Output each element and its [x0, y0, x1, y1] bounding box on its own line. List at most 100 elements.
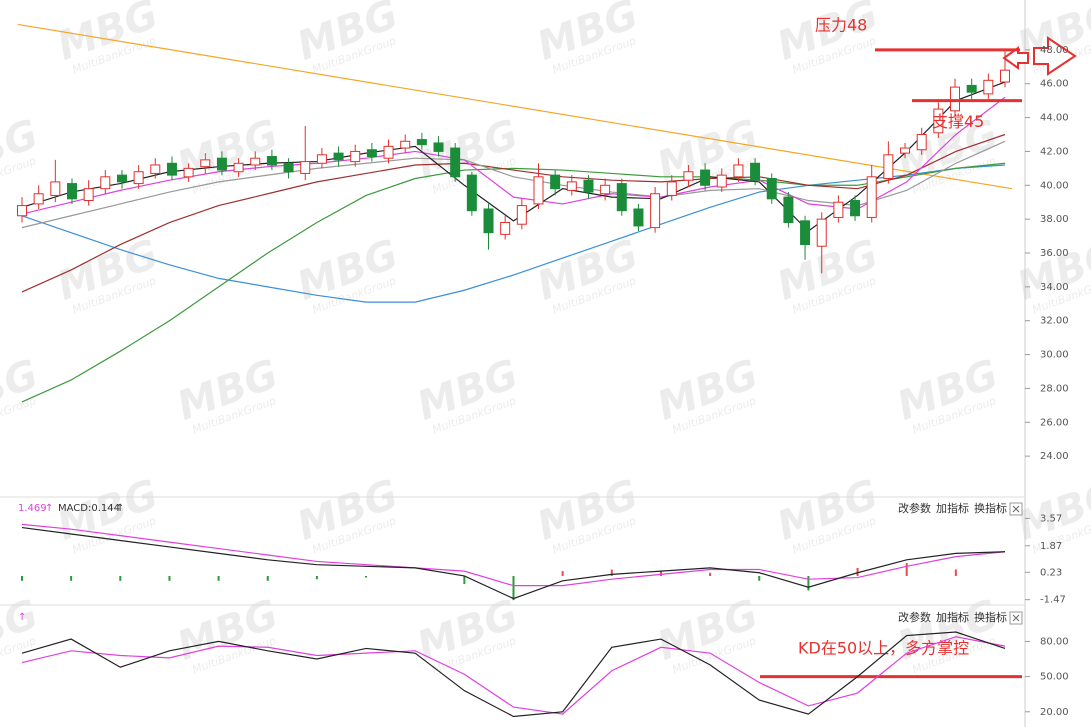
candle-body — [683, 171, 694, 181]
y-tick-label: 80.00 — [1040, 636, 1069, 647]
candle-body — [950, 86, 961, 112]
y-tick-label: 38.00 — [1040, 214, 1069, 225]
annotation-text: 压力48 — [815, 15, 867, 34]
indicator-line — [21, 164, 1006, 303]
candle-body — [17, 205, 27, 217]
candle-body — [933, 108, 944, 134]
candle-body — [483, 208, 494, 234]
candle-body — [433, 142, 444, 152]
candle-body — [583, 179, 594, 193]
macd-bar — [266, 575, 269, 581]
macd-bar — [758, 575, 761, 581]
candle-body — [833, 201, 844, 218]
candle-body — [216, 157, 227, 171]
y-tick-label: 24.00 — [1040, 451, 1069, 462]
indicator-line — [21, 631, 1006, 718]
candle-body — [866, 176, 877, 218]
macd-bar — [610, 569, 613, 576]
candle-body — [416, 139, 427, 146]
annotation-text: KD在50以上，多方掌控 — [798, 639, 969, 658]
y-tick-label: 1.87 — [1040, 541, 1062, 552]
y-tick-label: 3.57 — [1040, 513, 1062, 524]
y-tick-label: 28.00 — [1040, 383, 1069, 394]
macd-bar — [954, 569, 957, 576]
candle-body — [350, 150, 361, 163]
macd-bar — [119, 575, 122, 581]
candle-body — [250, 157, 261, 166]
candle-body — [916, 134, 927, 151]
kd-header: ↑ — [18, 612, 26, 623]
indicator-line — [21, 162, 1006, 403]
close-button[interactable] — [1009, 611, 1023, 625]
watermark-logo: MBG — [0, 111, 44, 189]
macd-bar — [512, 575, 515, 601]
macd-header: ↑ — [116, 503, 124, 514]
watermark-logo: MBG — [0, 351, 44, 429]
candle-body — [883, 154, 894, 180]
candle-body — [33, 193, 44, 205]
arrow-icon — [1033, 36, 1077, 76]
tool-button[interactable]: 改参数 — [898, 610, 931, 624]
candle-body — [733, 164, 744, 178]
macd-bar — [807, 575, 810, 591]
macd-bar — [856, 567, 859, 576]
macd-bar — [561, 571, 564, 576]
macd-bar — [905, 563, 908, 576]
candle-body — [900, 147, 911, 154]
close-button[interactable] — [1009, 502, 1023, 516]
tool-button[interactable]: 加指标 — [936, 610, 969, 624]
candle-body — [283, 162, 294, 173]
y-tick-label: 30.00 — [1040, 350, 1069, 361]
candle-body — [183, 167, 194, 178]
candle-body — [333, 152, 344, 161]
macd-bar — [21, 575, 23, 581]
y-tick-label: 44.00 — [1040, 113, 1069, 124]
candle-body — [50, 181, 61, 196]
candle-body — [600, 184, 611, 195]
macd-header: 1.469 — [18, 503, 47, 514]
candle-body — [316, 154, 327, 164]
candle-body — [83, 188, 94, 202]
y-tick-label: 34.00 — [1040, 282, 1069, 293]
candle-body — [200, 159, 211, 168]
candle-body — [466, 174, 477, 212]
y-tick-label: 48.00 — [1040, 45, 1069, 56]
candle-body — [850, 200, 861, 217]
tool-button[interactable]: 换指标 — [974, 501, 1007, 515]
candle-body — [150, 164, 161, 174]
candle-body — [516, 205, 527, 225]
indicator-line — [21, 133, 1006, 293]
candle-body — [166, 162, 177, 176]
candle-body — [400, 140, 411, 149]
tool-button[interactable]: 换指标 — [974, 610, 1007, 624]
annotation-text: 支撑45 — [932, 112, 984, 131]
tool-button[interactable]: 改参数 — [898, 501, 931, 515]
macd-header: ↑ — [45, 503, 53, 514]
y-tick-label: 26.00 — [1040, 417, 1069, 428]
macd-bar — [659, 571, 662, 576]
candle-body — [533, 176, 544, 205]
candle-body — [766, 178, 777, 200]
indicator-line — [21, 526, 1006, 600]
candle-body — [650, 193, 661, 229]
candle-body — [700, 169, 711, 186]
tool-button[interactable]: 加指标 — [936, 501, 969, 515]
candle-body — [116, 174, 127, 183]
y-tick-label: 46.00 — [1040, 79, 1069, 90]
